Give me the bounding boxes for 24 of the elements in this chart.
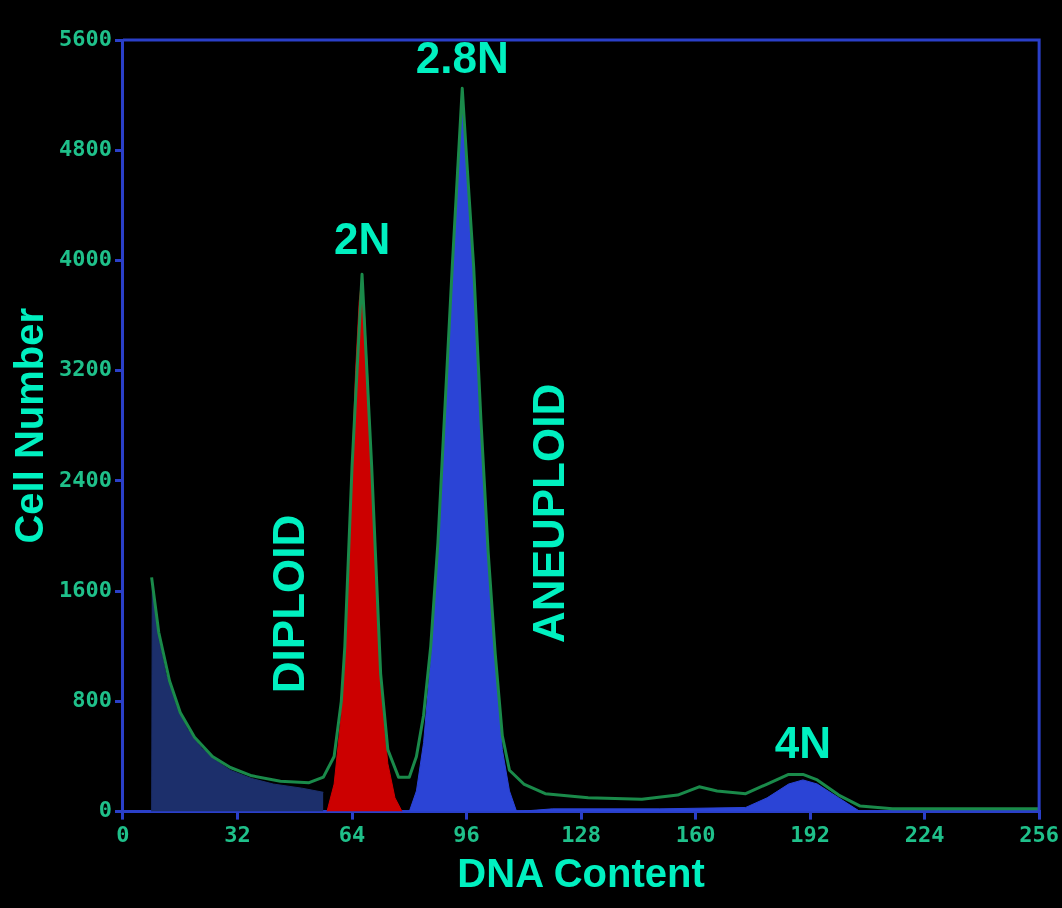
text: ANEUPLOID <box>524 383 574 643</box>
annotation: 2N <box>333 214 391 264</box>
x-axis-title: DNA Content <box>457 851 705 896</box>
x-tick-label: 160 <box>675 821 716 847</box>
y-tick-label: 4800 <box>59 135 112 161</box>
x-tick-label: 192 <box>790 821 830 847</box>
y-tick-label: 3200 <box>59 356 112 382</box>
y-tick-label: 0 <box>98 797 112 823</box>
y-tick-label: 800 <box>72 687 112 713</box>
x-tick-label: 64 <box>338 821 366 847</box>
annotation: 4N <box>774 718 832 768</box>
text: DIPLOID <box>264 514 314 694</box>
y-tick-label: 5600 <box>59 25 112 51</box>
y-tick-label: 1600 <box>59 576 112 602</box>
x-tick-label: 128 <box>561 821 601 847</box>
y-axis-title: Cell Number <box>7 308 52 544</box>
y-tick-label: 2400 <box>59 466 112 492</box>
annotation: 2.8N <box>415 33 509 83</box>
x-tick-label: 32 <box>224 821 251 847</box>
y-tick-label: 4000 <box>59 246 112 272</box>
x-tick-label: 256 <box>1019 821 1060 847</box>
x-tick-label: 0 <box>116 821 130 847</box>
x-tick-label: 96 <box>453 821 480 847</box>
x-tick-label: 224 <box>904 821 945 847</box>
